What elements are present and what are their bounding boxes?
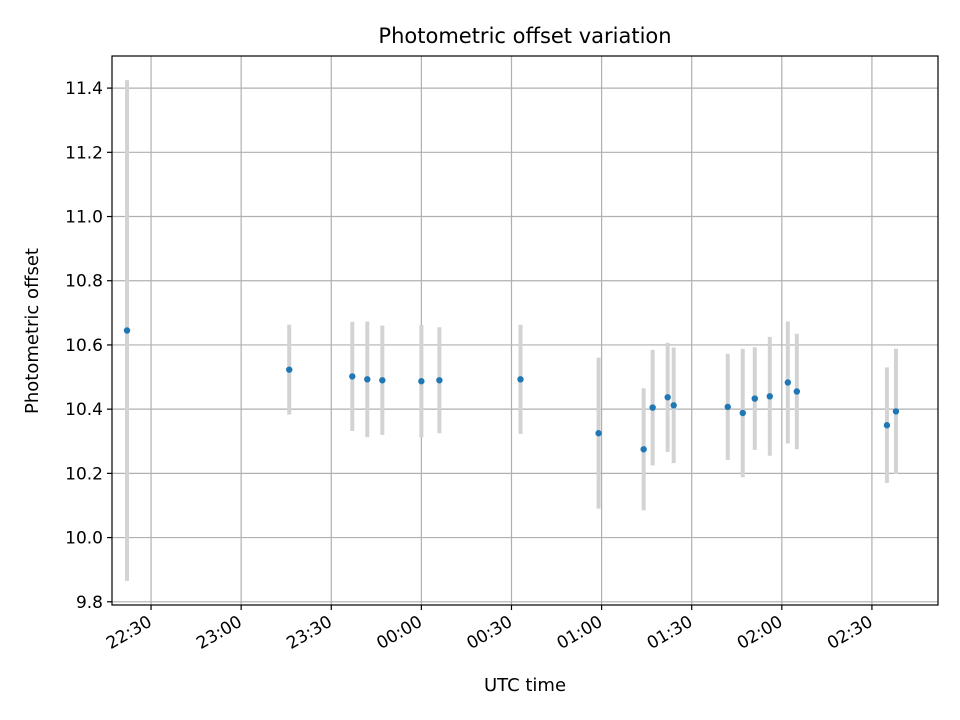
data-point — [349, 373, 356, 380]
y-tick-label: 10.0 — [65, 529, 103, 549]
data-point — [751, 395, 758, 402]
y-tick-label: 10.6 — [65, 336, 103, 356]
data-point — [793, 388, 801, 395]
data-point — [649, 404, 656, 411]
data-point — [595, 430, 602, 437]
data-point — [892, 408, 900, 415]
data-point — [724, 403, 731, 411]
y-tick-label: 9.8 — [76, 593, 103, 613]
data-point — [670, 402, 677, 409]
y-axis-title: Photometric offset — [22, 248, 43, 414]
data-point — [883, 422, 891, 429]
y-tick-label: 10.8 — [65, 272, 103, 292]
data-point — [739, 409, 746, 417]
y-tick-label: 11.2 — [65, 143, 103, 163]
data-point — [517, 376, 524, 383]
data-point — [640, 446, 647, 453]
plot-frame — [111, 55, 939, 606]
y-tick-label: 10.2 — [65, 464, 103, 484]
data-point — [664, 394, 671, 401]
data-point — [364, 376, 371, 383]
data-point — [123, 327, 131, 334]
x-axis-title: UTC time — [484, 675, 566, 696]
y-tick-label: 11.0 — [65, 208, 103, 228]
data-point — [784, 379, 792, 386]
y-tick-label: 10.4 — [65, 400, 103, 420]
data-point — [418, 378, 425, 385]
chart-title: Photometric offset variation — [378, 24, 671, 48]
y-tick-label: 11.4 — [65, 79, 103, 99]
grid — [112, 56, 938, 605]
data-point — [766, 393, 773, 400]
data-points — [123, 327, 900, 453]
data-point — [379, 377, 386, 384]
data-point — [436, 377, 443, 384]
data-point — [286, 366, 293, 373]
y-axis: 9.8 10.0 10.2 10.4 10.6 10.8 11.0 11.2 11.4 — [65, 79, 112, 613]
